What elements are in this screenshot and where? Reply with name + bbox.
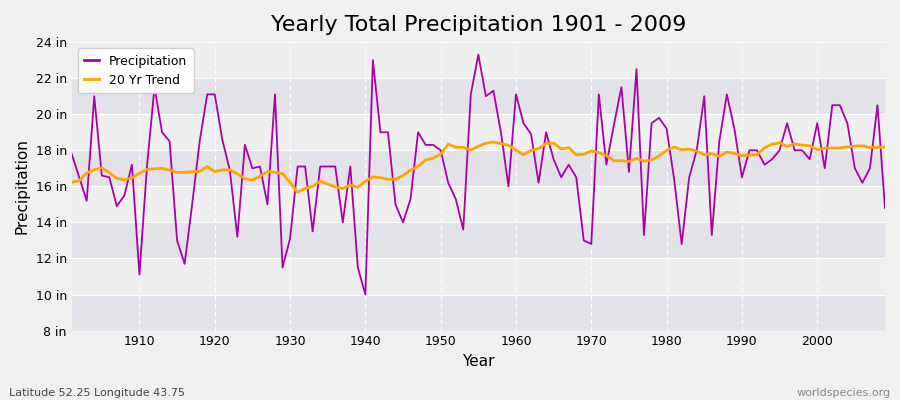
- Bar: [72, 114, 885, 150]
- Legend: Precipitation, 20 Yr Trend: Precipitation, 20 Yr Trend: [78, 48, 194, 93]
- Text: Latitude 52.25 Longitude 43.75: Latitude 52.25 Longitude 43.75: [9, 388, 185, 398]
- X-axis label: Year: Year: [462, 354, 495, 369]
- Bar: [72, 186, 885, 222]
- Bar: [72, 78, 885, 114]
- Bar: [72, 42, 885, 78]
- Bar: [72, 222, 885, 258]
- Title: Yearly Total Precipitation 1901 - 2009: Yearly Total Precipitation 1901 - 2009: [271, 15, 686, 35]
- Bar: [72, 150, 885, 186]
- Text: worldspecies.org: worldspecies.org: [796, 388, 891, 398]
- Y-axis label: Precipitation: Precipitation: [15, 138, 30, 234]
- Bar: [72, 294, 885, 330]
- Bar: [72, 258, 885, 294]
